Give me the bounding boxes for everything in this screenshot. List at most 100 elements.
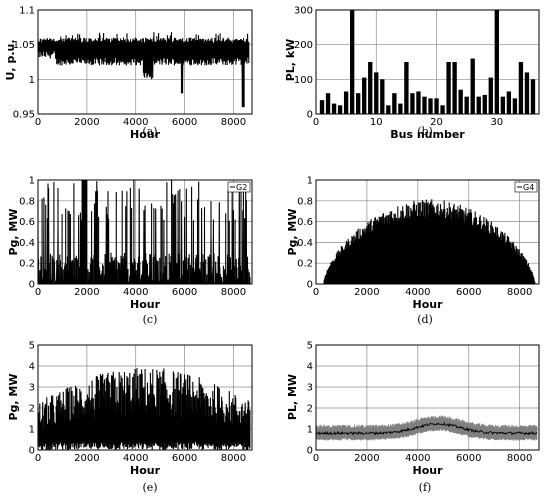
bar: [374, 72, 379, 114]
bar: [386, 105, 391, 114]
y-tick-label: 5: [307, 341, 313, 352]
y-tick-label: 0: [29, 280, 35, 291]
bar: [356, 93, 361, 114]
y-tick-label: 1.1: [19, 6, 35, 17]
bar: [331, 103, 337, 114]
series-line: [37, 368, 251, 451]
chart-panel-5: 0 2000 4000 6000 8000 0 1 2 3 4 5 Hour Pg, MW (e): [7, 341, 253, 494]
x-tick-label: 8000: [221, 117, 246, 128]
x-tick-label: 20: [430, 117, 443, 128]
series: [315, 415, 538, 441]
bar: [524, 72, 530, 114]
x-tick-label: 4000: [123, 453, 148, 464]
y-axis-label: Pg, MW: [286, 208, 299, 255]
x-tick-label: 6000: [172, 287, 197, 298]
panel-label: (a): [142, 125, 157, 138]
chart-panel-6: 0 2000 4000 6000 8000 0 1 2 3 4 5 Hour PL, MW (f): [286, 341, 540, 494]
x-tick-label: 0: [35, 117, 41, 128]
y-tick-label: 0: [307, 446, 313, 457]
x-axis-label: Hour: [412, 298, 443, 311]
bar: [470, 58, 475, 114]
y-tick-label: 0: [29, 446, 35, 457]
legend-box: [227, 181, 251, 193]
y-tick-label: 1: [29, 75, 35, 86]
x-tick-label: 2000: [74, 287, 99, 298]
x-tick-label: 8000: [221, 453, 246, 464]
y-axis-label: PL, MW: [286, 374, 299, 420]
panel-label: (d): [417, 313, 433, 326]
x-tick-label: 8000: [221, 287, 246, 298]
bar: [337, 105, 343, 114]
bar: [319, 100, 325, 114]
axes-frame: [315, 344, 540, 451]
y-tick-label: 4: [307, 362, 313, 373]
x-tick-label: 30: [490, 117, 503, 128]
y-tick-label: 1.05: [13, 40, 35, 51]
y-tick-label: 1: [307, 176, 313, 187]
series: [37, 32, 250, 108]
series-line: [37, 32, 250, 108]
x-axis-label: Hour: [130, 298, 161, 311]
x-tick-label: 0: [35, 453, 41, 464]
x-tick-label: 6000: [172, 453, 197, 464]
series: [37, 368, 251, 451]
bar: [488, 77, 493, 114]
x-axis-label: Hour: [412, 464, 443, 477]
bar: [428, 98, 433, 114]
y-tick-label: 0.2: [19, 259, 35, 270]
x-tick-label: 4000: [405, 453, 430, 464]
y-tick-label: 0: [307, 280, 313, 291]
y-tick-label: 300: [294, 6, 313, 17]
bar: [362, 77, 367, 114]
bar: [506, 91, 512, 114]
series: [319, 10, 536, 114]
y-axis-label: Pg, MW: [7, 208, 20, 255]
axes-frame: [37, 9, 253, 115]
bar: [380, 79, 385, 114]
panel-label: (e): [142, 481, 157, 494]
legend-label: G4: [523, 183, 534, 192]
axes-frame: [315, 9, 540, 115]
bar: [464, 96, 469, 114]
chart-panel-1: 0 2000 4000 6000 8000 0.95 1 1.05 1.1 Hour U, p.u.…: [4, 6, 253, 141]
y-tick-label: 0.2: [297, 259, 313, 270]
x-tick-label: 6000: [456, 287, 481, 298]
bar: [476, 96, 481, 114]
bar: [325, 93, 331, 114]
x-tick-label: 4000: [123, 287, 148, 298]
y-tick-label: 0: [307, 110, 313, 121]
x-tick-label: 4000: [123, 117, 148, 128]
x-tick-label: 2000: [354, 453, 379, 464]
y-tick-label: 1: [29, 176, 35, 187]
x-tick-label: 0: [313, 287, 319, 298]
x-tick-label: 6000: [456, 453, 481, 464]
y-tick-label: 1: [307, 425, 313, 436]
y-tick-label: 5: [29, 341, 35, 352]
x-tick-label: 0: [313, 117, 319, 128]
y-tick-label: 2: [307, 404, 313, 415]
panel-label: (f): [419, 481, 432, 494]
y-axis-label: U, p.u.: [4, 39, 17, 80]
y-tick-label: 3: [29, 383, 35, 394]
bar: [482, 94, 487, 114]
y-tick-label: 0.8: [19, 196, 35, 207]
bar: [434, 98, 439, 114]
chart-panel-3: 0 2000 4000 6000 8000 0 0.2 0.4 0.6 0.8 1 Hour Pg, M…: [7, 176, 253, 326]
bar: [368, 62, 373, 114]
x-tick-label: 0: [35, 287, 41, 298]
bar: [422, 96, 427, 114]
bar: [410, 93, 415, 114]
axes-frame: [37, 344, 253, 451]
y-tick-label: 0.95: [13, 110, 35, 121]
bar: [500, 96, 506, 114]
bar: [530, 79, 536, 114]
x-axis-label: Bus number: [390, 128, 465, 141]
series: [37, 179, 251, 286]
chart-panel-4: 0 2000 4000 6000 8000 0 0.2 0.4 0.6 0.8 1 Hour Pg, M…: [286, 176, 540, 326]
y-tick-label: 200: [294, 40, 313, 51]
bar: [458, 89, 463, 114]
y-tick-label: 0.4: [297, 238, 313, 249]
bar: [512, 98, 518, 114]
